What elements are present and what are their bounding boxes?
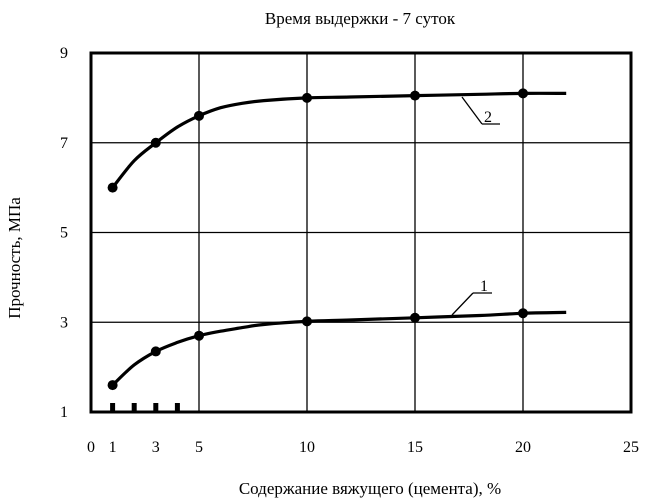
- data-point-series-2: [107, 182, 118, 193]
- x-tick-label: 20: [515, 439, 531, 456]
- data-point-series-2: [410, 90, 420, 101]
- data-point-series-1: [518, 308, 528, 319]
- curve-label-1: 1: [480, 278, 488, 295]
- data-point-series-1: [107, 380, 118, 391]
- series-line-2: [111, 91, 567, 189]
- data-point-series-1: [194, 330, 204, 341]
- y-tick-label: 1: [60, 404, 68, 421]
- series-line-1: [111, 310, 567, 387]
- data-point-series-1: [150, 346, 161, 357]
- y-tick-label: 7: [60, 135, 68, 152]
- x-tick-label: 10: [299, 439, 315, 456]
- y-axis-label: Прочность, МПа: [5, 197, 24, 319]
- x-tick-label: 25: [623, 439, 639, 456]
- data-point-series-2: [302, 92, 312, 103]
- x-tick-label: 0: [87, 439, 95, 456]
- x-axis-label: Содержание вяжущего (цемента), %: [239, 479, 501, 498]
- data-point-series-1: [410, 312, 420, 323]
- data-point-series-1: [302, 316, 312, 327]
- x-tick-label: 15: [407, 439, 423, 456]
- y-tick-label: 5: [60, 225, 68, 242]
- curve-label-leader: [461, 96, 483, 125]
- x-tick-label: 1: [109, 439, 117, 456]
- x-tick-label: 5: [195, 439, 203, 456]
- y-tick-label: 3: [60, 314, 68, 331]
- chart-title: Время выдержки - 7 суток: [265, 9, 456, 28]
- plot-frame: [89, 51, 633, 414]
- data-point-series-2: [518, 88, 528, 99]
- curve-label-2: 2: [484, 109, 492, 126]
- x-tick-label: 3: [152, 439, 160, 456]
- data-point-series-2: [194, 110, 204, 121]
- curve-label-leader: [451, 292, 474, 316]
- data-point-series-2: [150, 137, 161, 148]
- y-tick-label: 9: [60, 45, 68, 62]
